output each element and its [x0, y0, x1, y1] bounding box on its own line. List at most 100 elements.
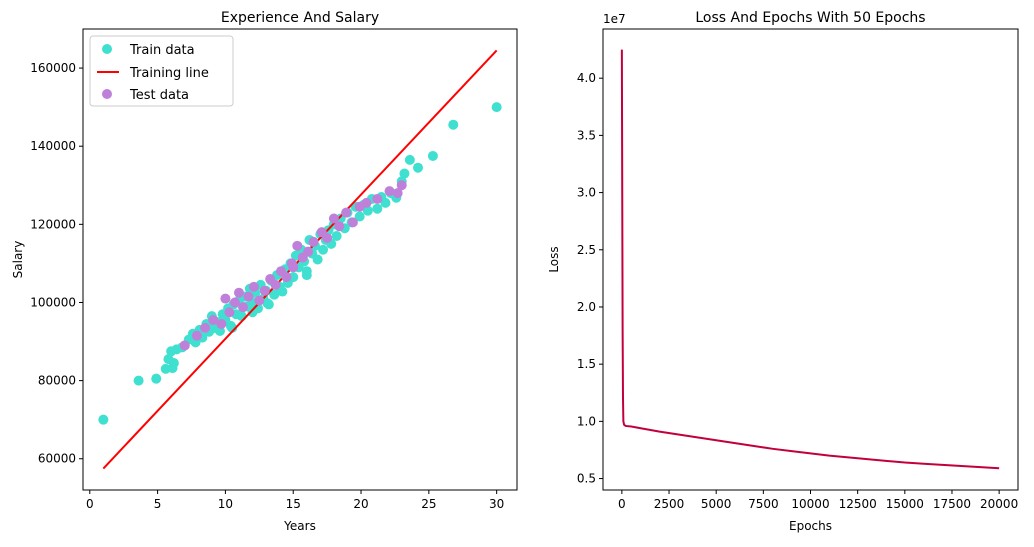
- test-data-point: [229, 297, 240, 308]
- loss-line: [620, 49, 1000, 470]
- y-tick-label: 1.0: [577, 414, 596, 428]
- train-data-point: [412, 162, 423, 173]
- train-data-point: [151, 373, 162, 384]
- test-data-point: [259, 285, 270, 296]
- y-tick-label: 140000: [30, 139, 76, 153]
- chart-title: Loss And Epochs With 50 Epochs: [695, 10, 925, 26]
- test-data-point: [384, 186, 395, 197]
- plot-frame: [602, 28, 1019, 491]
- test-data-point: [303, 246, 314, 257]
- test-data-point: [208, 315, 219, 326]
- train-data-point: [362, 205, 373, 216]
- test-data-point: [334, 221, 345, 232]
- test-data-point: [179, 340, 190, 351]
- y-tick-label: 60000: [38, 452, 76, 466]
- x-tick-label: 2500: [654, 497, 685, 511]
- legend-marker-train: [102, 44, 112, 54]
- y-axis-offset-label: 1e7: [603, 12, 626, 26]
- y-tick-label: 3.5: [577, 128, 596, 142]
- x-tick-label: 0: [86, 497, 94, 511]
- test-data-point: [361, 197, 372, 208]
- x-tick-label: 10: [218, 497, 233, 511]
- y-tick-label: 160000: [30, 61, 76, 75]
- x-tick-label: 30: [489, 497, 504, 511]
- train-data-point: [236, 311, 247, 322]
- test-data-point: [322, 233, 333, 244]
- train-data-point: [301, 270, 312, 281]
- test-data-point: [270, 279, 281, 290]
- train-data-point: [312, 254, 323, 265]
- y-tick-label: 0.5: [577, 472, 596, 486]
- y-tick-label: 100000: [30, 295, 76, 309]
- train-data-point: [269, 289, 280, 300]
- x-tick-label: 12500: [839, 497, 877, 511]
- x-tick-label: 17500: [933, 497, 971, 511]
- x-tick-label: 20: [353, 497, 368, 511]
- test-data-point: [392, 188, 403, 199]
- y-tick-label: 4.0: [577, 71, 596, 85]
- train-data-point: [448, 119, 459, 130]
- test-data-point: [292, 240, 303, 251]
- y-axis-label: Salary: [11, 241, 25, 279]
- y-axis-label: Loss: [547, 246, 561, 272]
- train-data-point: [399, 168, 410, 179]
- test-data-point: [372, 193, 383, 204]
- test-data-point: [341, 207, 352, 218]
- train-data-point: [133, 375, 144, 386]
- train-data-point: [262, 298, 273, 309]
- train-data-point: [372, 203, 383, 214]
- x-tick-label: 25: [421, 497, 436, 511]
- legend: Train data Training line Test data: [89, 35, 234, 107]
- x-tick-label: 7500: [748, 497, 779, 511]
- legend-label-line: Training line: [129, 66, 209, 81]
- legend-marker-test: [102, 89, 112, 99]
- y-tick-label: 2.0: [577, 300, 596, 314]
- x-tick-label: 0: [618, 497, 626, 511]
- x-tick-label: 20000: [980, 497, 1018, 511]
- x-tick-label: 15: [286, 497, 301, 511]
- test-data-point: [281, 272, 292, 283]
- plot-frame: [82, 28, 518, 491]
- test-data-point: [200, 322, 211, 333]
- test-data-point: [308, 236, 319, 247]
- plot-marks: [98, 49, 502, 470]
- axis-ticks: 0 2500 5000 7500 10000 12500 15000 17500 20000 0.…: [577, 71, 1018, 511]
- train-data-point: [491, 102, 502, 113]
- y-tick-label: 2.5: [577, 243, 596, 257]
- test-data-point: [347, 217, 358, 228]
- x-axis-label: Years: [283, 519, 316, 533]
- y-tick-label: 120000: [30, 217, 76, 231]
- train-data-point: [354, 211, 365, 222]
- x-axis-label: Epochs: [789, 519, 832, 533]
- test-data-point: [224, 307, 235, 318]
- y-tick-label: 3.0: [577, 186, 596, 200]
- train-data-point: [167, 363, 178, 374]
- x-tick-label: 5: [154, 497, 162, 511]
- experience-salary-plot: Experience And Salary Years Salary 0 5 10 1…: [11, 10, 518, 533]
- train-data-point: [318, 244, 329, 255]
- axis-ticks: 0 5 10 15 20 25 30 60000 80000 100000 120000 140000…: [30, 61, 504, 511]
- test-data-point: [328, 213, 339, 224]
- test-data-point: [243, 291, 254, 302]
- y-tick-label: 1.5: [577, 357, 596, 371]
- plot-marks: [620, 49, 1000, 470]
- legend-box: [89, 35, 234, 107]
- train-data-point: [427, 150, 438, 161]
- test-data-point: [220, 293, 231, 304]
- train-data-point: [380, 197, 391, 208]
- test-data-point: [248, 281, 259, 292]
- train-data-point: [331, 231, 342, 242]
- test-data-point: [254, 295, 265, 306]
- x-tick-label: 15000: [886, 497, 924, 511]
- test-data-point: [238, 302, 249, 313]
- loss-epochs-plot: Loss And Epochs With 50 Epochs Epochs Lo…: [547, 10, 1019, 533]
- train-data-point: [98, 414, 109, 425]
- y-tick-label: 80000: [38, 374, 76, 388]
- train-data-point: [404, 154, 415, 165]
- legend-label-test: Test data: [129, 88, 189, 103]
- test-data-point: [216, 318, 227, 329]
- chart-title: Experience And Salary: [221, 10, 379, 26]
- test-data-point: [233, 287, 244, 298]
- x-tick-label: 10000: [791, 497, 829, 511]
